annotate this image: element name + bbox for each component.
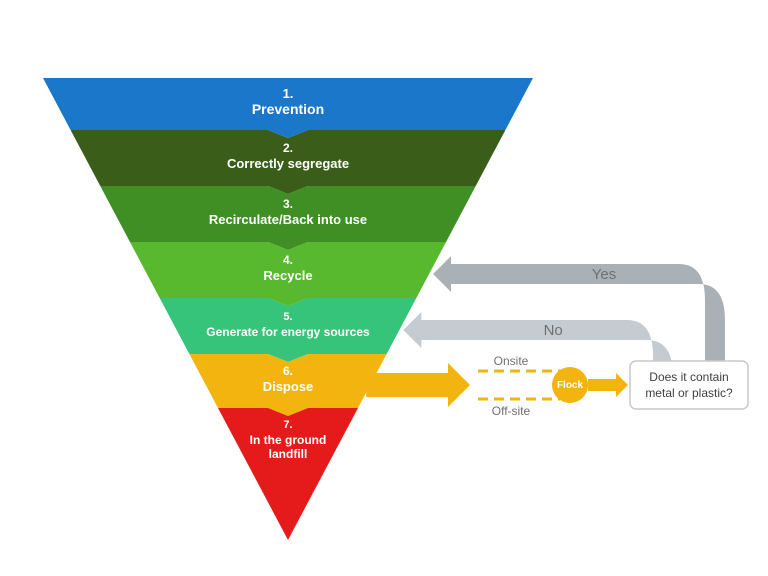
level-label-1: Prevention [252,101,324,117]
question-box-group: Does it contain metal or plastic? [630,361,748,409]
question-box [630,361,748,409]
flock-to-question-arrow [588,373,628,397]
question-text-line2: metal or plastic? [645,386,733,400]
no-label: No [544,322,563,339]
level-label-3: Recirculate/Back into use [209,212,367,227]
level-number-2: 2. [283,141,293,155]
level-label-7: landfill [269,447,308,461]
flock-label: Flock [557,380,584,391]
funnel-group: 1.Prevention 2.Correctly segregate 3.Recir… [43,78,533,540]
dispose-arrow-group [366,363,470,407]
level-label-4: Recycle [263,268,312,283]
onsite-label: Onsite [494,354,529,368]
level-number-4: 4. [283,253,293,267]
level-number-5: 5. [283,311,292,323]
feedback-arrows-group: Yes No [403,256,725,376]
level-label-6: Dispose [263,379,314,394]
diagram-svg: Yes No 1.Prevention 2.Correctly segregate 3… [0,0,768,576]
level-label-7: In the ground [250,433,327,447]
level-number-3: 3. [283,197,293,211]
level-number-1: 1. [283,86,294,101]
question-text-line1: Does it contain [649,370,728,384]
level-number-6: 6. [283,364,293,378]
level-number-7: 7. [283,419,292,431]
dispose-right-arrow [366,363,470,407]
yes-label: Yes [592,266,616,283]
level-label-5: Generate for energy sources [206,325,370,339]
level-label-2: Correctly segregate [227,156,349,171]
offsite-label: Off-site [492,404,531,418]
flock-node-group: Flock [552,367,628,403]
waste-hierarchy-diagram: Yes No 1.Prevention 2.Correctly segregate 3… [0,0,768,576]
onsite-offsite-group: Onsite Off-site [478,354,560,418]
yes-back-arrow [433,256,725,361]
